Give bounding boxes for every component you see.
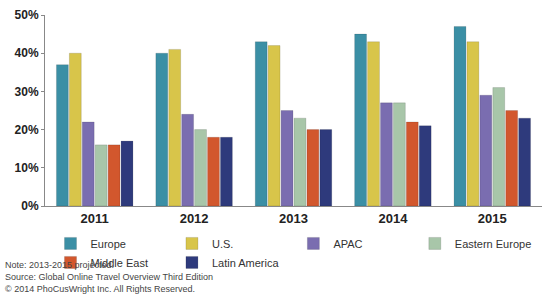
svg-text:30%: 30% [15, 85, 39, 99]
svg-text:Latin America: Latin America [212, 257, 280, 269]
svg-text:2012: 2012 [180, 211, 209, 226]
svg-text:0%: 0% [21, 199, 39, 213]
svg-text:Europe: Europe [91, 238, 126, 250]
svg-text:10%: 10% [15, 161, 39, 175]
svg-text:Note: 2013-2015 projected.: Note: 2013-2015 projected. [5, 260, 114, 270]
svg-text:2011: 2011 [81, 211, 109, 226]
svg-text:© 2014 PhoCusWright Inc. All R: © 2014 PhoCusWright Inc. All Rights Rese… [5, 284, 195, 294]
svg-text:50%: 50% [15, 8, 39, 22]
svg-text:2014: 2014 [378, 211, 408, 226]
svg-text:20%: 20% [15, 123, 39, 137]
svg-text:Source: Global Online Travel O: Source: Global Online Travel Overview Th… [5, 272, 213, 282]
svg-text:APAC: APAC [333, 238, 362, 250]
svg-text:Eastern Europe: Eastern Europe [455, 238, 531, 250]
svg-text:40%: 40% [15, 46, 39, 60]
svg-text:2015: 2015 [478, 211, 507, 226]
svg-text:2013: 2013 [279, 211, 308, 226]
svg-text:U.S.: U.S. [212, 238, 233, 250]
svg-text:Middle East: Middle East [91, 257, 148, 269]
